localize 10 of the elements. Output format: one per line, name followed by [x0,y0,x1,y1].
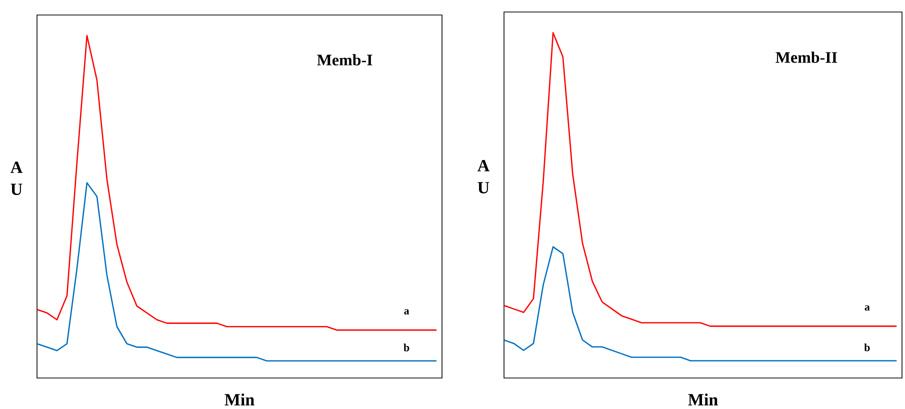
series-label: b [404,344,410,352]
y-axis-title: A U [478,160,490,194]
series-label: a [864,305,870,311]
x-axis-title: Min [224,394,254,406]
y-axis-title: A U [10,162,22,196]
series-label: b [864,343,870,352]
x-axis-title: Min [688,394,718,406]
text: Memb-I [317,54,372,66]
text: Memb-II [776,52,838,63]
series-label: a [404,309,410,315]
